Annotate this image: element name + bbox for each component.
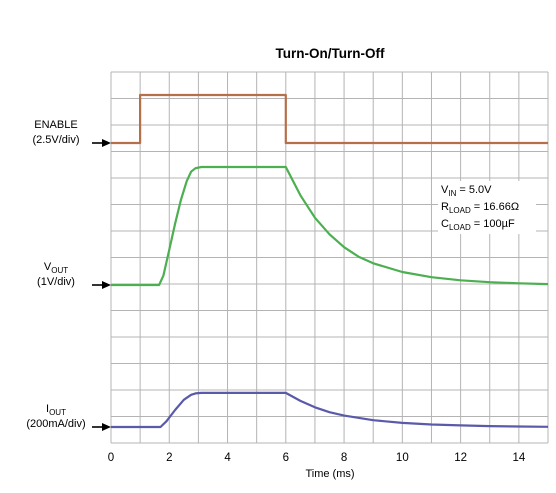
- channel-label-vout: VOUT(1V/div): [37, 261, 111, 289]
- trace-vout: [111, 165, 549, 287]
- channel-label-iout: IOUT(200mA/div): [26, 403, 111, 431]
- x-tick-label: 4: [224, 452, 231, 464]
- trace-iout: [111, 391, 549, 429]
- arrow-head-icon: [102, 281, 111, 289]
- arrow-head-icon: [102, 423, 111, 431]
- condition-line: CLOAD = 100µF: [441, 218, 515, 232]
- channel-label-enable: ENABLE (2.5V/div): [32, 119, 111, 147]
- x-tick-labels: 0 2 4 6 8 10 12 14: [108, 452, 526, 464]
- chart-title: Turn-On/Turn-Off: [276, 46, 385, 61]
- x-tick-label: 6: [283, 452, 289, 464]
- x-tick-label: 0: [108, 452, 114, 464]
- trace-enable: [111, 93, 548, 145]
- grid: [110, 71, 549, 444]
- condition-line: VIN = 5.0V: [441, 184, 492, 198]
- x-axis-label: Time (ms): [305, 468, 354, 480]
- channel-scale: (2.5V/div): [32, 134, 79, 146]
- x-tick-label: 12: [454, 452, 467, 464]
- channel-labels: ENABLE (2.5V/div) VOUT(1V/div) IOUT(200mA/d…: [26, 119, 111, 431]
- channel-name: ENABLE: [34, 119, 77, 131]
- channel-scale: (1V/div): [37, 276, 75, 288]
- channel-scale: (200mA/div): [26, 418, 85, 430]
- condition-line: RLOAD = 16.66Ω: [441, 201, 519, 215]
- conditions-box: [438, 181, 536, 234]
- x-tick-label: 8: [341, 452, 347, 464]
- x-tick-label: 2: [166, 452, 172, 464]
- channel-name: IOUT: [46, 403, 66, 417]
- arrow-head-icon: [102, 139, 111, 147]
- x-tick-label: 10: [396, 452, 409, 464]
- traces: [111, 93, 549, 429]
- x-tick-label: 14: [512, 452, 525, 464]
- channel-name: VOUT: [44, 261, 68, 275]
- test-conditions: VIN = 5.0V RLOAD = 16.66Ω CLOAD = 100µF: [438, 181, 536, 234]
